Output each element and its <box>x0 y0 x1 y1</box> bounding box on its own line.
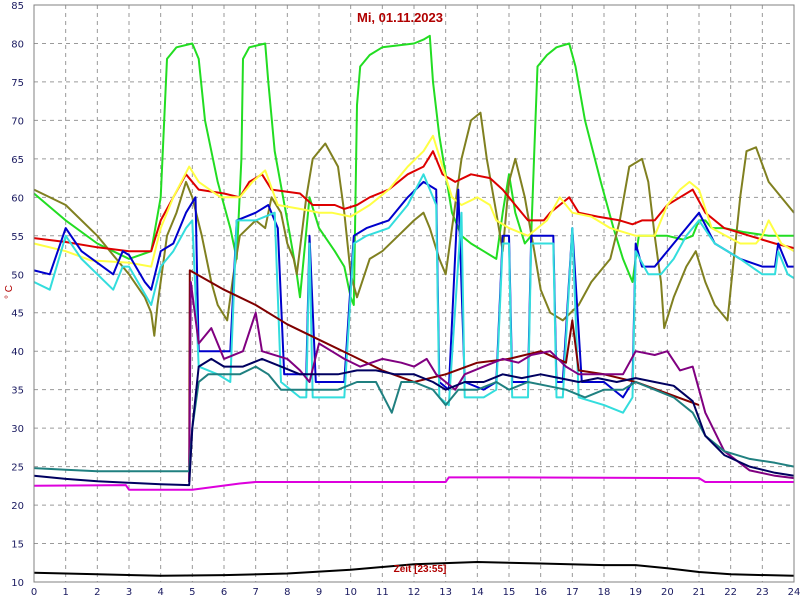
x-tick-label: 10 <box>344 587 357 598</box>
x-tick-label: 6 <box>221 587 227 598</box>
y-tick-label: 25 <box>11 463 24 474</box>
y-tick-label: 65 <box>11 155 24 166</box>
series-line-olive <box>33 111 795 337</box>
x-tick-label: 1 <box>62 587 68 598</box>
x-tick-label: 13 <box>439 587 452 598</box>
plot-frame <box>33 4 795 583</box>
y-tick-label: 20 <box>11 501 24 512</box>
y-tick-labels: 10 15 20 25 30 35 40 45 50 55 60 65 70 75 80 85 <box>11 1 24 589</box>
series-line-black <box>33 561 795 577</box>
y-tick-label: 40 <box>11 347 24 358</box>
x-tick-label: 19 <box>629 587 642 598</box>
x-tick-label: 16 <box>534 587 547 598</box>
x-tick-label: 22 <box>724 587 737 598</box>
y-tick-label: 55 <box>11 232 24 243</box>
y-tick-label: 60 <box>11 193 24 204</box>
y-tick-label: 45 <box>11 309 24 320</box>
series-line-magenta <box>33 476 794 491</box>
y-tick-label: 75 <box>11 78 24 89</box>
x-tick-label: 12 <box>408 587 421 598</box>
y-tick-label: 15 <box>11 540 24 551</box>
series-line-purple <box>188 281 795 483</box>
x-tick-label: 7 <box>252 587 258 598</box>
x-tick-label: 5 <box>189 587 195 598</box>
x-tick-label: 18 <box>598 587 611 598</box>
x-tick-label: 11 <box>376 587 389 598</box>
x-tick-label: 2 <box>94 587 100 598</box>
x-tick-label: 0 <box>31 587 37 598</box>
y-tick-label: 35 <box>11 386 24 397</box>
series-line-darkred <box>188 269 700 483</box>
y-tick-label: 50 <box>11 270 24 281</box>
grid <box>33 4 795 583</box>
x-tick-label: 17 <box>566 587 579 598</box>
x-axis-label: Zeit [23:55] <box>394 564 447 575</box>
x-tick-label: 8 <box>284 587 290 598</box>
x-tick-label: 14 <box>471 587 484 598</box>
x-tick-label: 4 <box>157 587 163 598</box>
x-tick-label: 21 <box>693 587 706 598</box>
series-layer <box>33 34 795 577</box>
x-tick-label: 9 <box>316 587 322 598</box>
y-tick-label: 10 <box>11 578 24 589</box>
series-line-cyan <box>33 173 795 414</box>
x-tick-label: 3 <box>126 587 132 598</box>
series-line-yellow <box>33 134 795 268</box>
y-tick-label: 85 <box>11 1 24 12</box>
x-tick-label: 15 <box>503 587 516 598</box>
y-tick-label: 70 <box>11 116 24 127</box>
y-axis-label: ° C <box>4 285 15 299</box>
y-tick-label: 30 <box>11 424 24 435</box>
chart-title: Mi, 01.11.2023 <box>357 10 443 25</box>
x-tick-labels: 0 1 2 3 4 5 6 7 8 9 10 11 12 13 14 15 16 17 18 19 20 21 22 23 24 <box>31 587 800 598</box>
series-line-navy <box>33 357 795 487</box>
y-tick-label: 80 <box>11 39 24 50</box>
series-line-teal <box>33 365 795 473</box>
x-tick-label: 24 <box>788 587 800 598</box>
x-tick-label: 23 <box>756 587 769 598</box>
x-tick-label: 20 <box>661 587 674 598</box>
series-line-red <box>33 150 795 253</box>
